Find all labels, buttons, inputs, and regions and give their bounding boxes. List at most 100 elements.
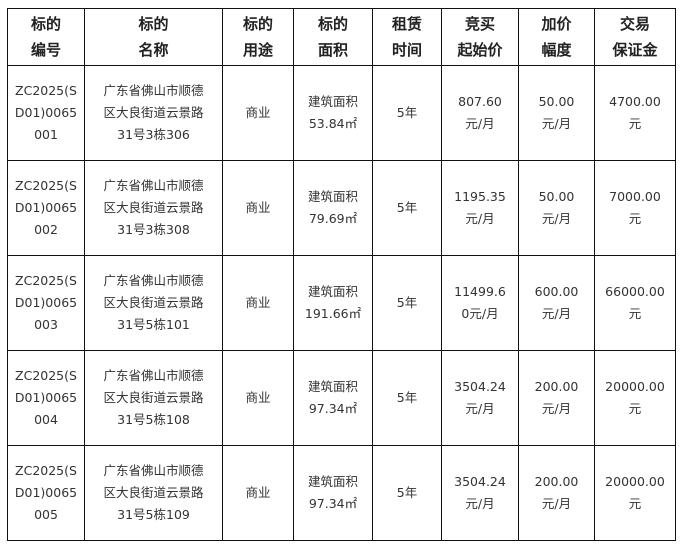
header-text: 用途 (242, 41, 273, 59)
cell-lot-name: 广东省佛山市顺德 区大良街道云景路 31号5栋109 (84, 445, 223, 541)
cell-text: 商业 (245, 105, 271, 120)
cell-text: 区大良街道云景路 (103, 105, 204, 120)
cell-text: 元/月 (541, 211, 572, 226)
cell-lot-area: 建筑面积 53.84㎡ (293, 65, 373, 161)
cell-text: 4700.00 (609, 94, 661, 109)
cell-text: 元/月 (541, 496, 572, 511)
cell-text: 建筑面积 (307, 284, 358, 299)
cell-text: 广东省佛山市顺德 (103, 83, 204, 98)
cell-text: 元/月 (541, 116, 572, 131)
header-lot-usage: 标的 用途 (222, 8, 294, 66)
cell-text: 31号3栋306 (117, 127, 190, 142)
cell-text: 5年 (396, 295, 418, 310)
cell-text: 53.84㎡ (308, 116, 358, 131)
cell-text: 元/月 (541, 401, 572, 416)
cell-text: 建筑面积 (307, 474, 358, 489)
table-row: ZC2025(S D01)0065 001 广东省佛山市顺德 区大良街道云景路 31号3栋… (7, 65, 676, 161)
cell-text: 20000.00 (605, 379, 665, 394)
cell-starting-price: 807.60 元/月 (441, 65, 519, 161)
cell-text: ZC2025(S (15, 178, 77, 193)
header-text: 幅度 (541, 41, 572, 59)
cell-text: 002 (34, 222, 58, 237)
cell-text: 元 (628, 116, 642, 131)
auction-lots-table: 标的 编号 标的 名称 标的 用途 标的 面积 租赁 时间 竞买 起始价 加价 幅度 交易 保证金 ZC202… (7, 8, 676, 541)
cell-text: 元 (628, 496, 642, 511)
cell-lot-number: ZC2025(S D01)0065 003 (7, 255, 85, 351)
cell-text: 区大良街道云景路 (103, 485, 204, 500)
cell-text: 元 (628, 401, 642, 416)
cell-text: 600.00 (534, 284, 579, 299)
cell-text: 广东省佛山市顺德 (103, 368, 204, 383)
header-text: 标的 (317, 15, 348, 33)
cell-text: 11499.6 (454, 284, 506, 299)
cell-lease-term: 5年 (372, 445, 442, 541)
cell-lot-usage: 商业 (222, 445, 294, 541)
cell-text: ZC2025(S (15, 273, 77, 288)
cell-text: 商业 (245, 485, 271, 500)
cell-text: 元/月 (465, 401, 495, 416)
cell-text: 7000.00 (609, 189, 661, 204)
cell-starting-price: 11499.6 0元/月 (441, 255, 519, 351)
cell-lot-number: ZC2025(S D01)0065 005 (7, 445, 85, 541)
header-text: 时间 (391, 41, 422, 59)
cell-text: 区大良街道云景路 (103, 200, 204, 215)
cell-text: D01)0065 (14, 485, 78, 500)
cell-text: 3504.24 (454, 379, 506, 394)
cell-lease-term: 5年 (372, 160, 442, 256)
table-row: ZC2025(S D01)0065 004 广东省佛山市顺德 区大良街道云景路 31号5栋… (7, 350, 676, 446)
cell-text: D01)0065 (14, 200, 78, 215)
header-deposit: 交易 保证金 (594, 8, 676, 66)
cell-lease-term: 5年 (372, 65, 442, 161)
header-text: 标的 (138, 15, 169, 33)
cell-bid-increment: 600.00 元/月 (518, 255, 595, 351)
header-text: 名称 (138, 41, 169, 59)
cell-text: 97.34㎡ (308, 496, 358, 511)
cell-text: 97.34㎡ (308, 401, 358, 416)
cell-text: 建筑面积 (307, 94, 358, 109)
header-text: 标的 (242, 15, 273, 33)
cell-lot-number: ZC2025(S D01)0065 002 (7, 160, 85, 256)
cell-text: 20000.00 (605, 474, 665, 489)
table-row: ZC2025(S D01)0065 002 广东省佛山市顺德 区大良街道云景路 31号3栋… (7, 160, 676, 256)
cell-text: 3504.24 (454, 474, 506, 489)
cell-text: 商业 (245, 200, 271, 215)
table-row: ZC2025(S D01)0065 005 广东省佛山市顺德 区大良街道云景路 31号5栋… (7, 445, 676, 541)
cell-text: 003 (34, 317, 58, 332)
cell-text: 商业 (245, 295, 271, 310)
cell-text: 元/月 (541, 306, 572, 321)
cell-text: 005 (34, 507, 58, 522)
cell-lot-number: ZC2025(S D01)0065 001 (7, 65, 85, 161)
cell-text: 31号5栋109 (117, 507, 190, 522)
cell-text: 200.00 (534, 474, 579, 489)
cell-text: 001 (34, 127, 58, 142)
header-text: 编号 (30, 41, 61, 59)
cell-text: 5年 (396, 390, 418, 405)
cell-text: ZC2025(S (15, 83, 77, 98)
header-lot-name: 标的 名称 (84, 8, 223, 66)
cell-text: 79.69㎡ (308, 211, 358, 226)
cell-text: 191.66㎡ (304, 306, 362, 321)
cell-text: 商业 (245, 390, 271, 405)
cell-lot-area: 建筑面积 79.69㎡ (293, 160, 373, 256)
cell-text: 807.60 (458, 94, 502, 109)
cell-bid-increment: 50.00 元/月 (518, 160, 595, 256)
cell-lot-name: 广东省佛山市顺德 区大良街道云景路 31号3栋308 (84, 160, 223, 256)
cell-lot-name: 广东省佛山市顺德 区大良街道云景路 31号5栋108 (84, 350, 223, 446)
cell-text: 广东省佛山市顺德 (103, 178, 204, 193)
cell-starting-price: 3504.24 元/月 (441, 445, 519, 541)
cell-text: 66000.00 (605, 284, 665, 299)
cell-deposit: 7000.00 元 (594, 160, 676, 256)
cell-lot-area: 建筑面积 97.34㎡ (293, 445, 373, 541)
cell-text: 元 (628, 211, 642, 226)
cell-lot-number: ZC2025(S D01)0065 004 (7, 350, 85, 446)
cell-text: ZC2025(S (15, 463, 77, 478)
header-text: 交易 (619, 15, 650, 33)
table-row: ZC2025(S D01)0065 003 广东省佛山市顺德 区大良街道云景路 31号5栋… (7, 255, 676, 351)
header-text: 保证金 (612, 41, 658, 59)
cell-lot-area: 建筑面积 97.34㎡ (293, 350, 373, 446)
header-text: 竞买 (464, 15, 495, 33)
cell-text: D01)0065 (14, 390, 78, 405)
cell-lot-area: 建筑面积 191.66㎡ (293, 255, 373, 351)
cell-text: ZC2025(S (15, 368, 77, 383)
cell-text: 50.00 (538, 94, 575, 109)
